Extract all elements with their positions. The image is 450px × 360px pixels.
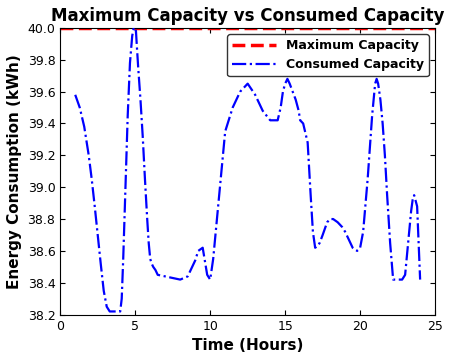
Y-axis label: Energy Consumption (kWh): Energy Consumption (kWh) bbox=[7, 54, 22, 289]
Consumed Capacity bbox=[150, 265, 156, 269]
Consumed Capacity bbox=[107, 309, 112, 314]
Consumed Capacity bbox=[131, 26, 136, 30]
Legend: Maximum Capacity, Consumed Capacity: Maximum Capacity, Consumed Capacity bbox=[227, 34, 429, 76]
Line: Consumed Capacity: Consumed Capacity bbox=[75, 28, 420, 311]
Consumed Capacity bbox=[72, 93, 78, 97]
Title: Maximum Capacity vs Consumed Capacity: Maximum Capacity vs Consumed Capacity bbox=[51, 7, 445, 25]
X-axis label: Time (Hours): Time (Hours) bbox=[192, 338, 303, 353]
Consumed Capacity bbox=[400, 278, 405, 282]
Maximum Capacity bbox=[58, 26, 63, 30]
Consumed Capacity bbox=[144, 217, 150, 221]
Consumed Capacity bbox=[418, 278, 423, 282]
Maximum Capacity bbox=[72, 26, 78, 30]
Consumed Capacity bbox=[267, 118, 273, 122]
Consumed Capacity bbox=[411, 193, 417, 197]
Consumed Capacity bbox=[86, 153, 91, 157]
